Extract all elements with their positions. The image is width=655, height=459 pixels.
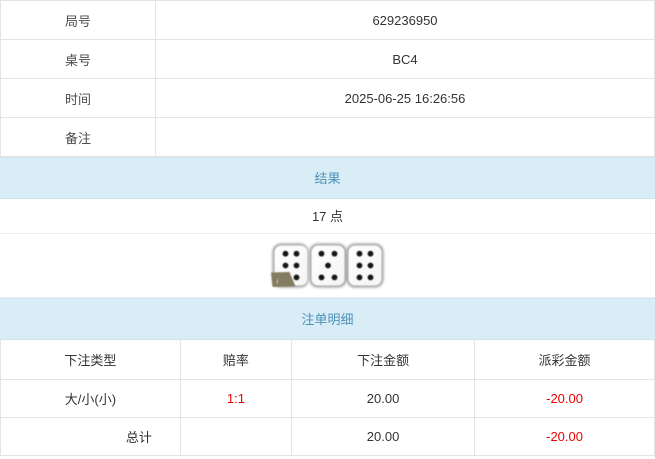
svg-text:i: i bbox=[276, 277, 278, 286]
